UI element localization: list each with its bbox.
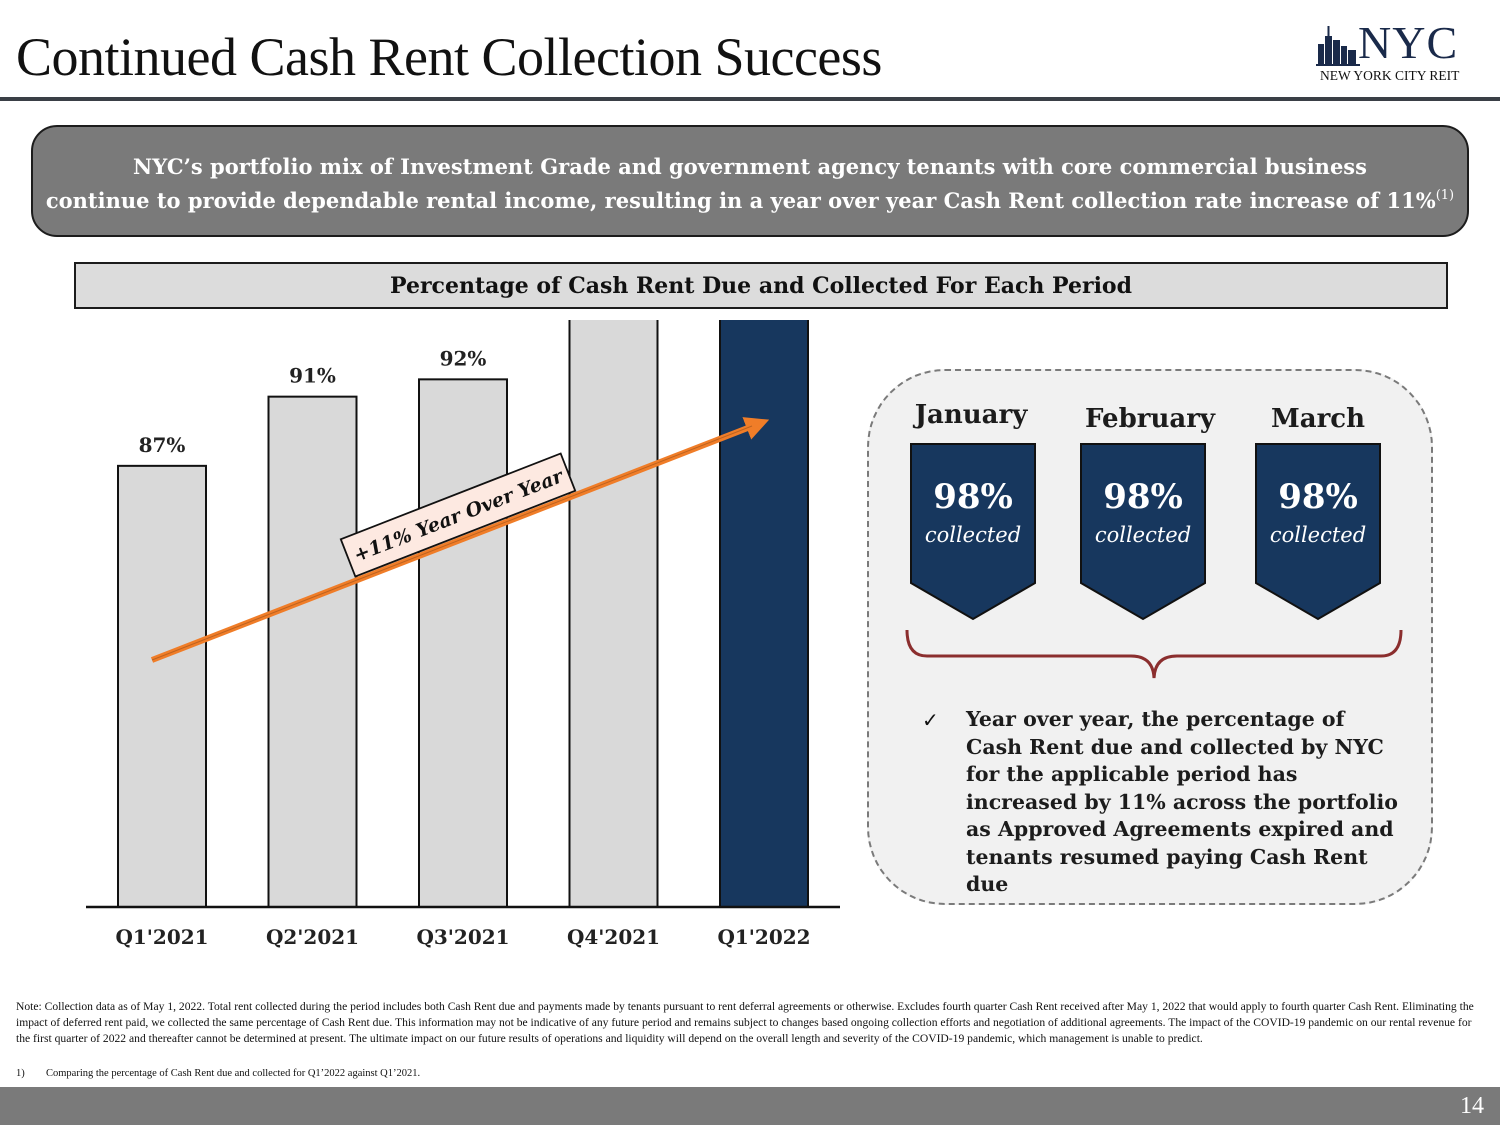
bar-q1-2022 [719, 320, 809, 909]
badge-shape-icon [1080, 443, 1206, 621]
company-logo: NYC NEW YORK CITY REIT [1316, 17, 1476, 86]
banner-line-2: continue to provide dependable rental in… [33, 181, 1467, 215]
badge-caption: collected [1269, 523, 1367, 547]
checkmark-icon: ✓ [922, 708, 939, 732]
page-title: Continued Cash Rent Collection Success [16, 27, 882, 87]
bar-q4-2021 [568, 320, 659, 909]
badge-shape-icon [1255, 443, 1381, 621]
chart-title: Percentage of Cash Rent Due and Collecte… [74, 262, 1448, 309]
badge-percent: 98% [1103, 477, 1183, 517]
badge-shape-icon [910, 443, 1036, 621]
footnote-text: Comparing the percentage of Cash Rent du… [46, 1068, 421, 1079]
month-badge-january: 98% collected [908, 441, 1038, 621]
month-label-february: February [1084, 404, 1215, 434]
month-badge-march: 98% collected [1253, 441, 1383, 621]
annotation-box [339, 452, 577, 578]
badge-percent: 98% [1278, 477, 1358, 517]
title-divider [0, 97, 1500, 101]
bar-q2-2021 [267, 395, 358, 909]
banner-footnote-ref: (1) [1435, 188, 1455, 203]
bar-value-label: 87% [139, 433, 186, 457]
banner-line-1: NYC’s portfolio mix of Investment Grade … [133, 154, 1367, 179]
logo-wordmark: NYC [1358, 17, 1459, 68]
trend-arrow-outline [151, 425, 753, 661]
badge-caption: collected [1094, 523, 1192, 547]
note-text: Note: Collection data as of May 1, 2022.… [16, 1000, 1474, 1045]
summary-text: Year over year, the percentage of Cash R… [966, 707, 1398, 896]
badge-caption: collected [924, 523, 1022, 547]
bar-value-label: 91% [289, 364, 336, 388]
month-label-january: January [914, 400, 1028, 430]
badge-percent: 98% [933, 477, 1013, 517]
summary-banner: NYC’s portfolio mix of Investment Grade … [31, 125, 1469, 237]
x-tick-label: Q1'2021 [115, 925, 208, 949]
page-number: 14 [1460, 1093, 1484, 1119]
banner-line-2-text: continue to provide dependable rental in… [45, 188, 1436, 213]
x-tick-label: Q1'2022 [717, 925, 810, 949]
bar-q3-2021 [418, 378, 508, 909]
logo-subtitle: NEW YORK CITY REIT [1320, 68, 1460, 83]
collection-bar-chart: 87%Q1'202191%Q2'202192%Q3'202197%Q4'2021… [86, 320, 840, 949]
month-badge-february: 98% collected [1078, 441, 1208, 621]
month-label-march: March [1270, 404, 1366, 434]
bar-value-label: 92% [440, 346, 487, 370]
x-tick-label: Q3'2021 [416, 925, 509, 949]
footnote: 1) Comparing the percentage of Cash Rent … [16, 1068, 420, 1079]
x-tick-label: Q4'2021 [567, 925, 660, 949]
skyline-icon [1316, 26, 1360, 66]
bar-q1-2021 [117, 464, 207, 908]
footer-bar: 14 [0, 1087, 1500, 1125]
grouping-brace-icon [905, 629, 1403, 679]
x-tick-label: Q2'2021 [266, 925, 359, 949]
footnote-number: 1) [16, 1068, 25, 1079]
